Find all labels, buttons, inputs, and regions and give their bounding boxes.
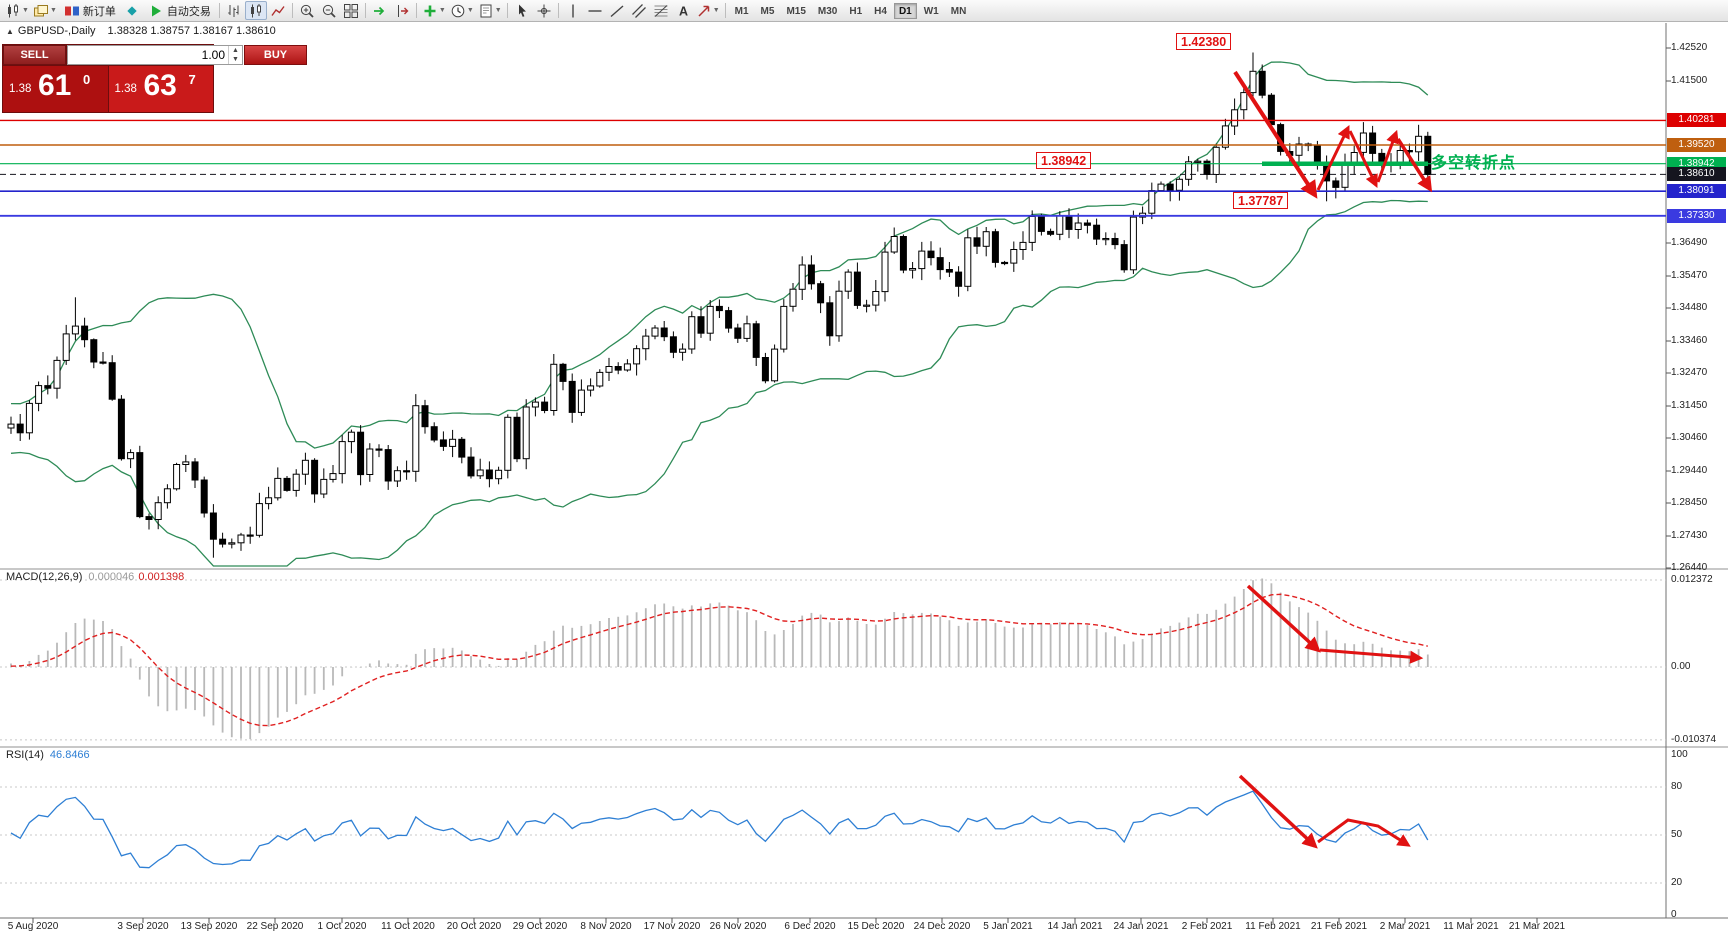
- volume-up-icon[interactable]: ▲: [232, 47, 239, 54]
- rsi-name: RSI(14): [6, 749, 44, 761]
- horizontal-line-icon[interactable]: [584, 1, 606, 20]
- cursor-icon[interactable]: [511, 1, 533, 20]
- symbol-period-label: GBPUSD-,Daily: [17, 25, 96, 37]
- chart-title: ▲ GBPUSD-,Daily 1.38328 1.38757 1.38167 1.…: [6, 25, 276, 37]
- ask-price-pip: 7: [188, 72, 196, 87]
- new-chart-icon[interactable]: ▼: [3, 1, 31, 20]
- toolbar-separator: [218, 3, 220, 18]
- zoom-out-icon[interactable]: [318, 1, 340, 20]
- toolbar-separator: [364, 3, 366, 18]
- profiles-icon[interactable]: ▼: [31, 1, 59, 20]
- ask-price-button[interactable]: 1.38 63 7: [108, 66, 213, 112]
- volume-input[interactable]: [68, 46, 228, 64]
- rsi-label: RSI(14) 46.8466: [6, 749, 90, 761]
- bid-price-prefix: 1.38: [9, 83, 32, 95]
- text-icon[interactable]: A: [672, 1, 694, 20]
- annotation-pivot-text[interactable]: 多空转折点: [1431, 155, 1517, 172]
- new-order-button[interactable]: 新订单: [59, 1, 121, 20]
- timeframe-m5-button[interactable]: M5: [760, 5, 775, 17]
- toolbar-separator: [291, 3, 293, 18]
- volume-stepper: ▲ ▼: [67, 45, 243, 65]
- line-chart-icon[interactable]: [267, 1, 289, 20]
- crosshair-icon[interactable]: [533, 1, 555, 20]
- timeframe-h4-button[interactable]: H4: [874, 5, 887, 17]
- channel-icon[interactable]: [628, 1, 650, 20]
- metaeditor-icon[interactable]: [121, 1, 143, 20]
- annotation-low-price[interactable]: 1.37787: [1233, 192, 1289, 209]
- chart-shift-icon[interactable]: [391, 1, 413, 20]
- periods-icon[interactable]: ▼: [448, 1, 476, 20]
- toolbar-separator: [415, 3, 417, 18]
- bid-price-button[interactable]: 1.38 61 0: [3, 66, 108, 112]
- one-click-trading-panel: SELL ▲ ▼ BUY 1.38 61 0 1.38 63 7: [2, 44, 307, 113]
- timeframe-m30-button[interactable]: M30: [817, 5, 838, 17]
- ask-price-main: 63: [143, 69, 177, 102]
- templates-icon[interactable]: ▼: [476, 1, 504, 20]
- macd-signal-value: 0.001398: [138, 571, 185, 583]
- annotation-pivot-price[interactable]: 1.38942: [1036, 152, 1092, 169]
- buy-button[interactable]: BUY: [244, 45, 307, 65]
- rsi-value: 46.8466: [49, 749, 90, 761]
- macd-name: MACD(12,26,9): [6, 571, 83, 583]
- toolbar-separator: [557, 3, 559, 18]
- bid-price-main: 61: [38, 69, 72, 102]
- fibonacci-icon[interactable]: [650, 1, 672, 20]
- ask-price-prefix: 1.38: [114, 83, 137, 95]
- sell-button[interactable]: SELL: [3, 45, 66, 65]
- tile-windows-icon[interactable]: [340, 1, 362, 20]
- indicators-icon[interactable]: ▼: [420, 1, 448, 20]
- ohlc-readout: 1.38328 1.38757 1.38167 1.38610: [107, 25, 276, 37]
- toolbar-separator: [506, 3, 508, 18]
- annotation-peak-price[interactable]: 1.42380: [1176, 33, 1232, 50]
- zoom-in-icon[interactable]: [296, 1, 318, 20]
- macd-label: MACD(12,26,9) 0.000046 0.001398: [6, 571, 184, 583]
- timeframe-h1-button[interactable]: H1: [849, 5, 863, 17]
- auto-scroll-icon[interactable]: [369, 1, 391, 20]
- macd-main-value: 0.000046: [88, 571, 135, 583]
- timeframe-m15-button[interactable]: M15: [786, 5, 806, 17]
- volume-down-icon[interactable]: ▼: [232, 56, 239, 63]
- trendline-icon[interactable]: [606, 1, 628, 20]
- bid-price-pip: 0: [83, 72, 91, 87]
- toolbar-separator: [724, 3, 726, 18]
- svg-text:A: A: [679, 4, 688, 18]
- vertical-line-icon[interactable]: [562, 1, 584, 20]
- timeframe-d1-button[interactable]: D1: [893, 2, 917, 19]
- timeframe-mn-button[interactable]: MN: [950, 5, 967, 17]
- arrows-icon[interactable]: ▼: [694, 1, 722, 20]
- chart-collapse-icon[interactable]: ▲: [6, 27, 14, 36]
- timeframe-m1-button[interactable]: M1: [734, 5, 749, 17]
- autotrading-button[interactable]: 自动交易: [143, 1, 216, 20]
- bar-chart-icon[interactable]: [223, 1, 245, 20]
- timeframe-w1-button[interactable]: W1: [923, 5, 939, 17]
- top-toolbar: ▼ ▼ 新订单 自动交易 ▼ ▼ ▼ A ▼ M1 M5 M15 M30 H1 H4 D1 W1 MN: [0, 0, 1728, 22]
- candlestick-chart-icon[interactable]: [244, 1, 267, 20]
